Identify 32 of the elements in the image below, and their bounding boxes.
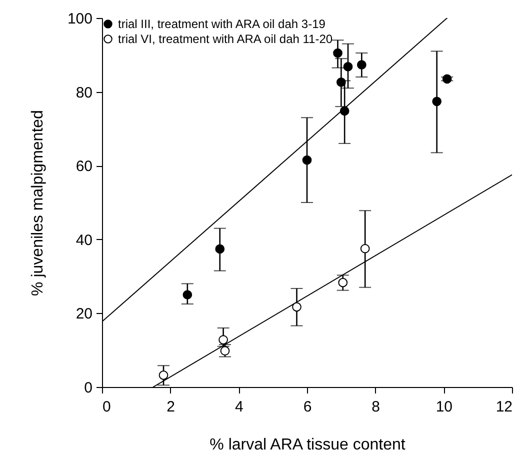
y-axis-title: % juveniles malpigmented (29, 110, 46, 296)
y-tick-label: 0 (84, 380, 92, 396)
x-tick-label: 12 (496, 398, 512, 416)
point (338, 278, 348, 288)
x-tick-label: 10 (436, 398, 453, 416)
x-tick-label: 2 (166, 398, 176, 416)
x-tick-label: 4 (234, 398, 244, 416)
legend-label: trial VI, treatment with ARA oil dah 11-20 (118, 32, 333, 46)
y-tick-label: 40 (76, 232, 92, 249)
y-tick-label: 60 (76, 158, 92, 176)
point (432, 96, 442, 106)
point (302, 155, 312, 165)
point (343, 62, 353, 72)
y-tick-label: 100 (67, 10, 92, 28)
point (158, 370, 168, 380)
point (340, 106, 350, 116)
point (442, 74, 452, 84)
point (333, 48, 342, 58)
legend-label: trial III, treatment with ARA oil dah 3-19 (118, 17, 326, 31)
point (336, 78, 346, 87)
point (356, 60, 366, 70)
x-tick-label: 6 (303, 398, 312, 416)
x-axis-title: % larval ARA tissue content (210, 436, 406, 454)
point (292, 302, 302, 312)
x-tick-label: 8 (372, 398, 380, 416)
y-tick-label: 20 (76, 306, 92, 323)
point (215, 244, 225, 254)
point (360, 244, 370, 254)
x-tick-label: 0 (102, 398, 111, 416)
point (182, 290, 192, 300)
y-tick-label: 80 (76, 84, 92, 102)
point (218, 335, 228, 344)
